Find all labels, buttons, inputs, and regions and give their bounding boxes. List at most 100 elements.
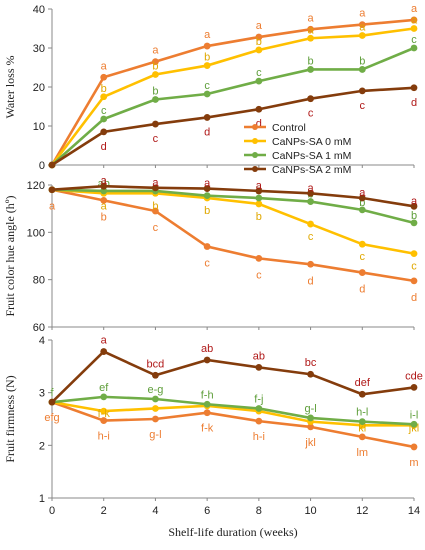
significance-label: kl: [358, 422, 366, 434]
data-point: [307, 260, 314, 268]
legend-label: CaNPs-SA 1 mM: [272, 150, 351, 162]
data-point: [410, 219, 418, 227]
data-point: [203, 400, 211, 408]
significance-label: h-l: [356, 407, 368, 419]
data-point: [358, 433, 366, 441]
significance-label: m: [409, 457, 418, 469]
x-tick-label: 14: [408, 505, 420, 517]
significance-label: b: [152, 85, 158, 97]
y-tick-label: 20: [33, 82, 45, 94]
significance-label: c: [101, 105, 107, 117]
significance-label: c: [153, 222, 159, 234]
data-point: [255, 363, 263, 371]
significance-label: bcd: [147, 358, 165, 370]
data-point: [307, 414, 314, 422]
data-point: [307, 25, 314, 33]
significance-label: ef: [99, 382, 109, 394]
data-point: [307, 95, 314, 103]
y-tick-label: 80: [33, 275, 45, 287]
data-point: [152, 415, 159, 423]
series-line: [51, 350, 415, 404]
significance-label: c: [411, 34, 417, 46]
data-point: [307, 220, 314, 228]
y-tick-label: 30: [33, 43, 45, 55]
data-point: [152, 96, 159, 103]
data-point: [100, 196, 108, 204]
data-point: [152, 371, 159, 379]
y-tick-label: 0: [39, 160, 45, 172]
significance-label: d: [411, 97, 417, 109]
data-point: [358, 66, 366, 73]
data-point: [100, 128, 108, 136]
data-point: [410, 25, 418, 32]
significance-label: bc: [305, 357, 317, 369]
legend-marker: [252, 152, 258, 158]
significance-label: b: [152, 61, 158, 73]
significance-label: a: [308, 12, 315, 24]
series-line: [51, 188, 415, 225]
significance-label: b: [204, 205, 210, 217]
data-point: [203, 62, 211, 69]
y-tick-label: 1: [39, 493, 45, 505]
significance-label: a: [256, 20, 263, 32]
significance-label: f-k: [98, 408, 111, 420]
significance-label: d: [308, 275, 314, 287]
data-point: [358, 32, 366, 39]
data-point: [203, 243, 211, 250]
significance-label: a: [359, 22, 366, 34]
significance-label: a: [101, 200, 108, 212]
y-tick-label: 100: [27, 227, 45, 239]
data-point: [100, 417, 108, 424]
significance-label: ab: [201, 343, 213, 355]
significance-label: a: [359, 8, 366, 20]
legend-marker: [252, 124, 258, 130]
significance-label: a: [359, 187, 366, 199]
significance-label: c: [256, 269, 262, 281]
data-point: [255, 405, 263, 412]
data-point: [100, 115, 108, 123]
data-point: [152, 184, 159, 192]
significance-label: d: [411, 292, 417, 304]
significance-label: h-i: [98, 431, 110, 443]
x-tick-label: 0: [49, 505, 55, 517]
y-axis-title: Fruit color hue angle (hº): [3, 195, 17, 316]
data-point: [255, 417, 263, 425]
data-point: [100, 187, 108, 195]
data-point: [410, 44, 418, 52]
data-point: [410, 16, 418, 24]
y-tick-label: 10: [33, 121, 45, 133]
y-tick-label: 4: [39, 335, 45, 347]
data-point: [358, 390, 366, 398]
x-tick-label: 8: [256, 505, 262, 517]
data-point: [203, 185, 211, 192]
significance-label: c: [411, 261, 417, 273]
data-point: [100, 182, 108, 190]
data-point: [307, 198, 314, 205]
series-line: [51, 184, 415, 208]
data-point: [410, 384, 418, 391]
data-point: [100, 93, 108, 101]
significance-label: e-g: [147, 384, 163, 396]
data-point: [255, 77, 263, 85]
significance-label: c: [204, 80, 210, 92]
x-tick-label: 2: [101, 505, 107, 517]
legend-label: CaNPs-SA 2 mM: [272, 164, 351, 176]
significance-label: d: [204, 126, 210, 138]
data-point: [203, 90, 211, 98]
significance-label: a: [101, 175, 108, 187]
data-point: [410, 443, 418, 451]
significance-label: a: [152, 177, 159, 189]
significance-label: a: [256, 180, 263, 192]
data-point: [307, 66, 314, 73]
significance-label: b: [359, 197, 365, 209]
significance-label: b: [101, 211, 107, 223]
data-point: [255, 254, 263, 262]
significance-label: g-l: [304, 403, 316, 415]
data-point: [152, 207, 159, 215]
y-tick-label: 3: [39, 388, 45, 400]
significance-label: efg: [44, 412, 59, 424]
significance-label: a: [411, 195, 418, 207]
